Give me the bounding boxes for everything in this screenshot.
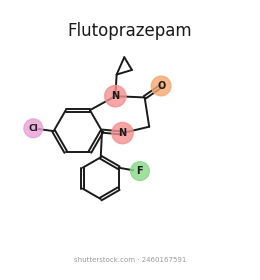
Circle shape — [24, 119, 43, 138]
Circle shape — [105, 85, 126, 107]
Text: N: N — [119, 128, 127, 138]
Text: O: O — [157, 81, 165, 91]
Text: F: F — [136, 166, 143, 176]
Text: Cl: Cl — [28, 124, 38, 133]
Circle shape — [151, 76, 171, 96]
Text: Flutoprazepam: Flutoprazepam — [68, 22, 192, 40]
Circle shape — [131, 162, 149, 180]
Text: shutterstock.com · 2460167591: shutterstock.com · 2460167591 — [74, 257, 186, 263]
Text: N: N — [111, 91, 119, 101]
Circle shape — [112, 122, 133, 144]
